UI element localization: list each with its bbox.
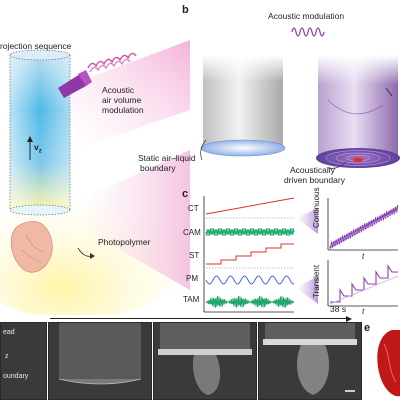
driven-boundary-label-2: driven boundary <box>284 175 345 185</box>
panel-b-letter: b <box>182 4 189 16</box>
panel-c: c CT CAM ST PM TAM <box>176 188 400 318</box>
frame-1: ead z oundary <box>0 322 47 400</box>
time-label: 38 s <box>330 304 347 314</box>
row-label-ct: CT <box>188 204 199 213</box>
acoustic-label-line1: Acoustic <box>102 85 135 95</box>
photopolymer-label: Photopolymer <box>98 237 151 247</box>
driven-boundary-label-1: Acoustically <box>290 165 335 175</box>
panel-e-heart-image <box>377 330 400 397</box>
acoustic-label-line2: air volume <box>102 95 142 105</box>
frame-4 <box>258 322 362 400</box>
row-label-cam: CAM <box>183 228 201 237</box>
time-bar-line <box>50 318 350 319</box>
panel-c-plots <box>203 196 399 313</box>
frame-3 <box>153 322 257 400</box>
acoustic-modulation-label: Acoustic modulation <box>268 11 345 21</box>
t-label-bottom: t <box>362 307 365 316</box>
frame-2 <box>48 322 152 400</box>
static-boundary-label-1: Static air–liquid <box>138 153 196 163</box>
frame-1-label-z: z <box>5 353 9 360</box>
time-bar-arrowhead <box>346 316 352 322</box>
frame-3-image <box>158 323 252 395</box>
row-label-tam: TAM <box>183 295 200 304</box>
t-label-top: t <box>362 252 365 261</box>
static-boundary-label-2: boundary <box>140 163 176 173</box>
panel-b: b Acoustic modulation <box>138 0 400 185</box>
acoustic-label-line3: modulation <box>102 105 144 115</box>
panel-e-letter: e <box>364 322 371 334</box>
panel-c-letter: c <box>182 188 189 200</box>
continuous-label: Continuous <box>312 187 321 228</box>
row-label-pm: PM <box>186 274 198 283</box>
projection-sequence-label: rojection sequence <box>0 41 72 51</box>
time-bar <box>50 316 352 322</box>
frame-4-image <box>263 323 357 395</box>
frame-2-image <box>58 323 142 385</box>
row-label-st: ST <box>189 251 200 260</box>
panel-b-illustration <box>200 27 400 169</box>
frame-1-label-boundary: oundary <box>3 373 29 380</box>
panel-a-illustration <box>0 40 190 315</box>
frame-1-label-ead: ead <box>3 329 15 336</box>
velocity-label: vz <box>34 142 42 155</box>
panel-a: rojection sequence Acoustic air volume m… <box>0 0 190 315</box>
transient-label: Transient <box>312 264 321 298</box>
